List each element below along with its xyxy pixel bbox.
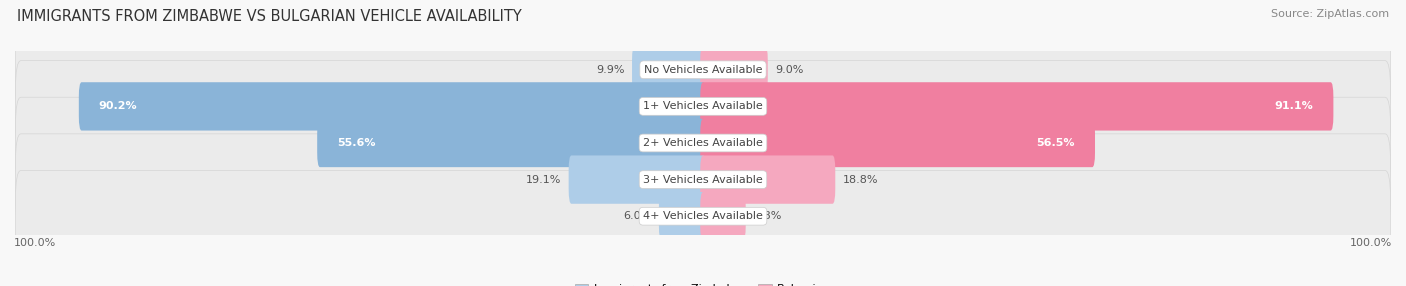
Text: 90.2%: 90.2% [98,102,138,111]
Text: Source: ZipAtlas.com: Source: ZipAtlas.com [1271,9,1389,19]
FancyBboxPatch shape [318,119,706,167]
FancyBboxPatch shape [15,24,1391,116]
FancyBboxPatch shape [15,170,1391,262]
Text: 9.9%: 9.9% [596,65,624,75]
Text: 3+ Vehicles Available: 3+ Vehicles Available [643,175,763,184]
FancyBboxPatch shape [15,61,1391,152]
FancyBboxPatch shape [633,46,706,94]
FancyBboxPatch shape [15,134,1391,225]
Text: 1+ Vehicles Available: 1+ Vehicles Available [643,102,763,111]
FancyBboxPatch shape [659,192,706,240]
Text: 5.8%: 5.8% [754,211,782,221]
Text: 18.8%: 18.8% [842,175,879,184]
Text: 100.0%: 100.0% [14,238,56,248]
FancyBboxPatch shape [700,82,1333,130]
Text: 2+ Vehicles Available: 2+ Vehicles Available [643,138,763,148]
Text: 56.5%: 56.5% [1036,138,1076,148]
FancyBboxPatch shape [700,192,745,240]
Legend: Immigrants from Zimbabwe, Bulgarian: Immigrants from Zimbabwe, Bulgarian [571,279,835,286]
FancyBboxPatch shape [700,156,835,204]
Text: 19.1%: 19.1% [526,175,561,184]
FancyBboxPatch shape [15,97,1391,189]
FancyBboxPatch shape [700,46,768,94]
Text: 9.0%: 9.0% [775,65,804,75]
FancyBboxPatch shape [79,82,706,130]
FancyBboxPatch shape [700,119,1095,167]
Text: 100.0%: 100.0% [1350,238,1392,248]
Text: 6.0%: 6.0% [623,211,651,221]
Text: IMMIGRANTS FROM ZIMBABWE VS BULGARIAN VEHICLE AVAILABILITY: IMMIGRANTS FROM ZIMBABWE VS BULGARIAN VE… [17,9,522,23]
Text: 4+ Vehicles Available: 4+ Vehicles Available [643,211,763,221]
Text: No Vehicles Available: No Vehicles Available [644,65,762,75]
FancyBboxPatch shape [568,156,706,204]
Text: 55.6%: 55.6% [337,138,375,148]
Text: 91.1%: 91.1% [1275,102,1313,111]
